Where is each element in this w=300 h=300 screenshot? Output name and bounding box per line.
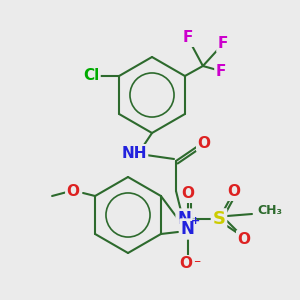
- Text: NH: NH: [121, 146, 147, 160]
- Text: N: N: [177, 210, 191, 228]
- Text: F: F: [218, 37, 228, 52]
- Text: +: +: [191, 216, 200, 226]
- Text: N: N: [181, 220, 195, 238]
- Text: CH₃: CH₃: [257, 205, 282, 218]
- Text: F: F: [216, 64, 226, 79]
- Text: Cl: Cl: [83, 68, 99, 83]
- Text: O: O: [238, 232, 250, 247]
- Text: S: S: [212, 210, 226, 228]
- Text: O: O: [227, 184, 241, 200]
- Text: O: O: [179, 256, 192, 272]
- Text: F: F: [183, 31, 193, 46]
- Text: O: O: [67, 184, 80, 199]
- Text: O: O: [197, 136, 211, 151]
- Text: O: O: [182, 187, 194, 202]
- Text: ⁻: ⁻: [193, 257, 201, 271]
